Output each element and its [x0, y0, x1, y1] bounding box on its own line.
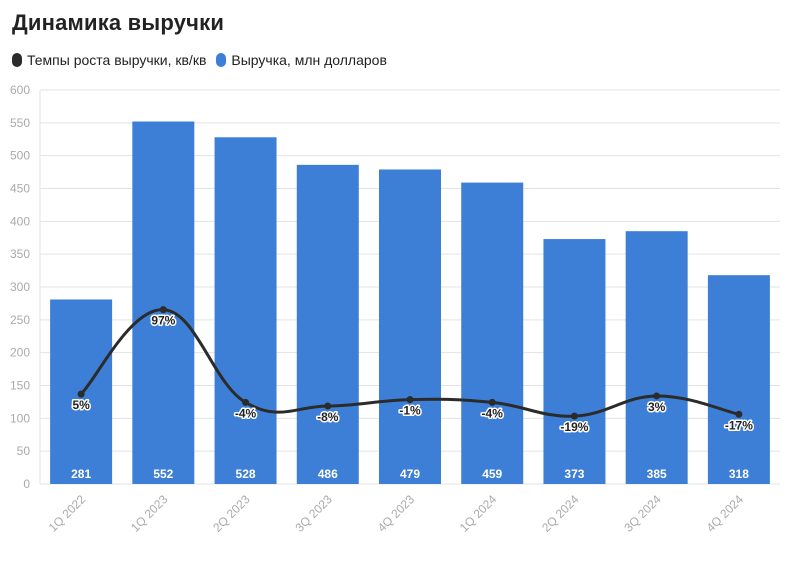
growth-label: -17%: [725, 418, 753, 432]
growth-label: -4%: [235, 406, 257, 420]
revenue-bar-label: 459: [482, 467, 502, 481]
revenue-bar-label: 281: [71, 467, 91, 481]
revenue-bar-label: 486: [318, 467, 338, 481]
y-tick-label: 250: [10, 313, 30, 327]
chart-title: Динамика выручки: [12, 10, 225, 35]
x-tick-label: 2Q 2023: [210, 492, 253, 535]
legend-item-growth: Темпы роста выручки, кв/кв: [12, 52, 206, 68]
legend-swatch-growth: [12, 53, 22, 67]
growth-line: [80, 308, 740, 418]
legend-swatch-revenue: [216, 53, 227, 67]
y-tick-label: 50: [17, 444, 31, 458]
x-tick-label: 1Q 2023: [128, 492, 171, 535]
y-axis-ticks: 0 50 100 150 200 250 300 350 400 450 500 550 600: [10, 83, 30, 491]
revenue-bar-label: 479: [400, 467, 420, 481]
revenue-bar: [543, 239, 606, 484]
growth-line-path: [80, 308, 740, 418]
y-tick-label: 200: [10, 346, 30, 360]
growth-label: 5%: [72, 398, 90, 412]
x-tick-label: 4Q 2023: [375, 492, 418, 535]
legend-label-growth: Темпы роста выручки, кв/кв: [27, 52, 207, 68]
revenue-bar: [461, 182, 524, 484]
y-tick-label: 150: [10, 379, 30, 393]
growth-point: [77, 390, 85, 398]
growth-labels: 5% 97% -4% -8% -1% -4% -19% 3% -17%: [71, 312, 755, 435]
growth-point: [653, 392, 661, 400]
y-tick-label: 450: [10, 182, 30, 196]
revenue-bar: [625, 231, 688, 484]
growth-points: [77, 306, 743, 420]
y-tick-label: 0: [23, 477, 30, 491]
x-tick-label: 4Q 2024: [704, 492, 747, 535]
y-tick-label: 350: [10, 247, 30, 261]
growth-point: [242, 398, 250, 406]
revenue-bar-labels: 281 552 528 486 479 459 373 385 318: [71, 467, 749, 481]
revenue-bar: [132, 121, 195, 485]
x-tick-label: 2Q 2024: [539, 492, 582, 535]
growth-label: 97%: [151, 314, 175, 328]
y-tick-label: 100: [10, 411, 30, 425]
revenue-bars: [50, 121, 770, 485]
growth-label: -19%: [560, 420, 588, 434]
y-tick-label: 600: [10, 83, 30, 97]
revenue-bar: [379, 169, 441, 484]
growth-point: [324, 402, 332, 410]
y-tick-label: 500: [10, 149, 30, 163]
legend-item-revenue: Выручка, млн долларов: [216, 52, 387, 68]
y-tick-label: 550: [10, 116, 30, 130]
growth-label: -1%: [399, 404, 421, 418]
revenue-bar-label: 373: [564, 467, 584, 481]
revenue-bar: [707, 275, 770, 484]
growth-point: [159, 306, 167, 314]
x-axis-labels: 1Q 2022 1Q 2023 2Q 2023 3Q 2023 4Q 2023 1Q 20…: [46, 492, 746, 535]
revenue-bar-label: 552: [153, 467, 173, 481]
revenue-bar: [296, 164, 359, 485]
legend-label-revenue: Выручка, млн долларов: [231, 52, 387, 68]
growth-point: [488, 398, 496, 406]
growth-point: [570, 412, 578, 420]
revenue-bar-label: 318: [729, 467, 749, 481]
y-tick-label: 400: [10, 214, 30, 228]
growth-point: [406, 396, 414, 404]
x-tick-label: 3Q 2024: [621, 492, 664, 535]
x-tick-label: 3Q 2023: [292, 492, 335, 535]
revenue-bar-label: 385: [647, 467, 667, 481]
growth-point: [735, 410, 743, 418]
revenue-bar: [214, 137, 277, 484]
growth-label: 3%: [648, 400, 666, 414]
revenue-bar-label: 528: [236, 467, 256, 481]
growth-label: -4%: [482, 406, 504, 420]
y-tick-label: 300: [10, 280, 30, 294]
chart-legend: Темпы роста выручки, кв/кв Выручка, млн …: [12, 52, 397, 68]
growth-label: -8%: [317, 410, 339, 424]
x-tick-label: 1Q 2022: [46, 492, 89, 535]
x-tick-label: 1Q 2024: [457, 492, 500, 535]
